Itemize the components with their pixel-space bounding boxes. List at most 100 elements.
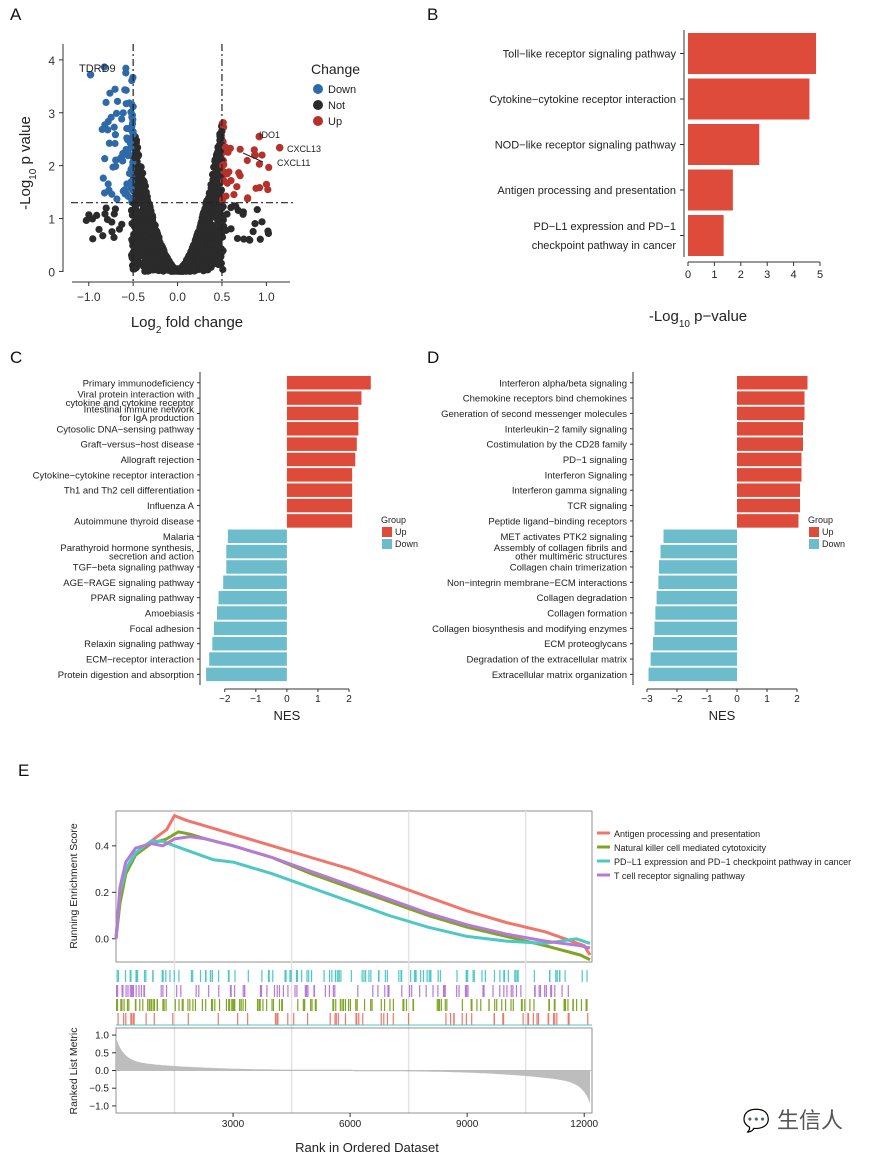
point-not (194, 256, 202, 264)
bar-up (286, 391, 362, 405)
point-not (108, 228, 116, 236)
point-not (110, 233, 118, 241)
x-tick-label-d: 2 (794, 694, 800, 705)
point-not (217, 253, 225, 261)
point-not (205, 196, 213, 204)
category-label-c: Graft−versus−host disease (80, 440, 194, 451)
point-not (141, 261, 149, 269)
point-highlight (86, 70, 95, 79)
category-label-b: PD−L1 expression and PD−1 (534, 221, 676, 233)
bar-down (206, 667, 287, 682)
point-not (142, 232, 150, 240)
point-not (264, 229, 273, 238)
x-tick-label-d: −1 (701, 694, 713, 705)
point-not (128, 236, 136, 244)
category-label-d: Interferon Signaling (545, 470, 627, 481)
point-up (222, 192, 230, 200)
bar-up (737, 406, 805, 421)
legend-dot-not (313, 100, 323, 110)
point-not (154, 255, 162, 263)
point-not (139, 169, 147, 177)
bar-down (213, 621, 287, 636)
y-axis-title-e: Running Enrichment Score (68, 823, 80, 949)
bar-up (737, 391, 805, 405)
point-down (99, 174, 107, 182)
x-tick-label-e: 6000 (339, 1119, 362, 1130)
gene-label: CXCL11 (277, 158, 310, 168)
x-tick-label-a: 0.0 (169, 290, 186, 304)
category-label-b: Toll−like receptor signaling pathway (503, 49, 677, 61)
point-not (154, 235, 162, 243)
point-not (144, 267, 152, 275)
point-not (102, 204, 110, 212)
legend-swatch-d (809, 539, 819, 549)
point-not (135, 185, 143, 193)
legend-label-not: Not (328, 100, 345, 112)
point-highlight (275, 143, 284, 152)
legend-swatch-c (382, 527, 392, 537)
point-not (142, 207, 150, 216)
legend-label-e: Antigen processing and presentation (614, 829, 760, 839)
es-line (114, 835, 591, 950)
legend-label-c: Down (395, 539, 418, 549)
y2-tick-label-e: −0.5 (89, 1084, 109, 1095)
point-not (233, 234, 242, 243)
point-not (258, 218, 266, 226)
point-not (188, 266, 196, 274)
y-tick-label-e: 0.4 (95, 841, 109, 852)
y-axis-title-a: -Log10 p value (17, 116, 39, 210)
point-down (109, 163, 117, 171)
panel-c: C −2 −1 0 1 2 NES Primary immunodeficiencyViral… (10, 348, 418, 723)
category-label-d: Collagen biosynthesis and modifying enzy… (432, 624, 627, 635)
point-not (142, 254, 150, 262)
bar-up (737, 437, 803, 451)
x-axis-title-d: NES (709, 708, 736, 723)
legend-label-d: Up (822, 527, 834, 537)
point-not (239, 210, 247, 218)
point-not (93, 211, 101, 219)
point-not (213, 222, 221, 230)
legend-dot-up (313, 116, 323, 126)
point-not (208, 187, 216, 195)
x-tick-label-d: −2 (671, 694, 683, 705)
bar-down (212, 636, 287, 651)
panel-d: D −3 −2 −1 0 1 2 NES Interferon alpha/beta signa… (427, 348, 845, 723)
point-not (202, 259, 211, 267)
point-not (227, 203, 235, 212)
point-not (200, 220, 208, 228)
point-down (116, 155, 124, 163)
watermark: 💬 生信人 (743, 1103, 843, 1135)
panel-label-b: B (427, 5, 438, 24)
bar-up (737, 498, 800, 513)
point-not (218, 127, 226, 136)
category-label-d: Assembly of collagen fibrils and (494, 543, 627, 554)
watermark-text: 生信人 (776, 1109, 843, 1134)
point-up (223, 179, 231, 187)
point-not (212, 178, 220, 187)
category-label-c: secretion and action (109, 551, 194, 562)
category-label-d: Extracellular matrix organization (492, 670, 627, 681)
panel-label-d: D (427, 348, 439, 367)
category-label-c: Parathyroid hormone synthesis, (60, 543, 194, 554)
point-up (262, 180, 271, 188)
bar-up (286, 498, 353, 513)
point-not (216, 246, 224, 254)
point-highlight (255, 132, 264, 141)
point-down (118, 115, 126, 123)
legend-label-down: Down (328, 84, 356, 96)
point-not (220, 225, 228, 234)
category-label-c: Th1 and Th2 cell differentiation (64, 486, 194, 497)
point-not (217, 134, 225, 143)
panel-b: B 0 1 2 3 4 5 Toll−like receptor signaling path… (427, 5, 823, 330)
x-tick-label-b: 0 (685, 269, 691, 281)
point-not (212, 233, 220, 241)
point-not (147, 220, 155, 229)
point-not (153, 227, 161, 235)
point-not (111, 205, 120, 213)
bar-down (218, 590, 287, 605)
x-tick-label-a: −1.0 (77, 290, 101, 304)
point-not (223, 210, 231, 218)
point-not (134, 238, 143, 246)
bar-down (650, 652, 737, 666)
gene-label: CXCL13 (287, 144, 321, 154)
